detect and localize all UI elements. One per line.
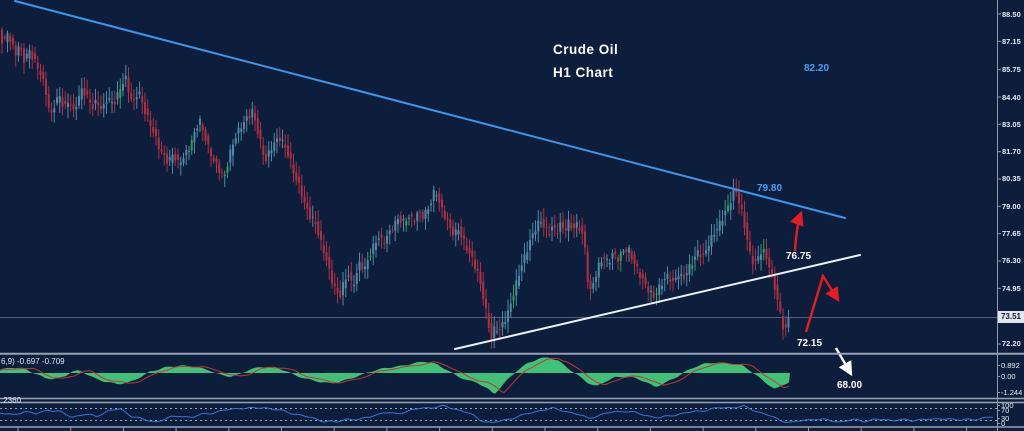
indicator2-line — [0, 404, 994, 424]
indicator1-label: 6,9) -0.697 -0.709 — [1, 357, 65, 366]
arrow-projection-zigzag-red[interactable] — [804, 273, 840, 333]
price-tick-label: 79.00 — [1002, 201, 1021, 211]
annotation-price-76-75[interactable]: 76.75 — [786, 251, 812, 262]
current-price-badge: 73.51 — [998, 311, 1024, 323]
annotation-price-68-00[interactable]: 68.00 — [837, 380, 863, 391]
price-tick-label: 84.40 — [1002, 92, 1021, 102]
price-tick-label: 80.35 — [1002, 174, 1021, 184]
indicator2-label: .2360 — [1, 396, 22, 405]
indicator-tick-label: 0.892 — [1001, 361, 1020, 370]
annotation-price-79-80[interactable]: 79.80 — [757, 183, 783, 194]
trendline-descending-resistance[interactable] — [14, 0, 846, 219]
price-tick-label: 81.70 — [1002, 147, 1021, 157]
trendline-ascending-support[interactable] — [454, 254, 861, 350]
indicator-tick-label: 0 — [1001, 419, 1006, 428]
indicator-tick-label: 30 — [1001, 414, 1010, 423]
price-tick-label: 88.50 — [1002, 9, 1021, 19]
price-tick-label: 76.30 — [1002, 256, 1021, 266]
arrow-projection-up-red[interactable] — [790, 210, 804, 252]
annotation-price-82-20[interactable]: 82.20 — [804, 63, 830, 74]
annotation-price-72-15[interactable]: 72.15 — [797, 338, 823, 349]
price-tick-label: 74.95 — [1002, 283, 1021, 293]
indicator-tick-label: -1.244 — [1001, 388, 1023, 397]
price-tick-label: 72.20 — [1002, 339, 1021, 349]
indicator1-area — [0, 357, 790, 394]
arrow-projection-down-white[interactable] — [834, 347, 853, 377]
indicator-tick-label: 70 — [1001, 406, 1010, 415]
chart-title-symbol: Crude Oil — [553, 42, 619, 57]
price-tick-label: 87.15 — [1002, 36, 1021, 46]
indicator-tick-label: 0.00 — [1001, 372, 1016, 381]
indicator1-signal-line — [0, 357, 790, 394]
candlestick-series — [1, 27, 790, 349]
chart-title-timeframe: H1 Chart — [553, 65, 614, 80]
indicator-tick-label: 100 — [1001, 401, 1014, 410]
price-tick-label: 85.75 — [1002, 65, 1021, 75]
price-tick-label: 77.65 — [1002, 229, 1021, 239]
price-tick-label: 83.05 — [1002, 119, 1021, 129]
